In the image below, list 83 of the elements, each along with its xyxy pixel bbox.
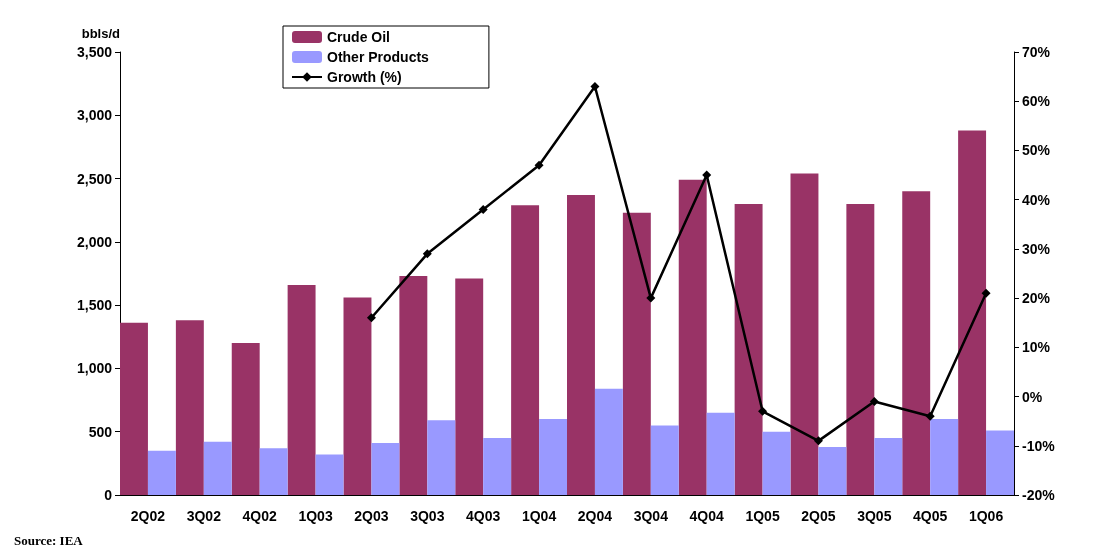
point <box>646 293 656 303</box>
y-tick-label: 3,500 <box>76 44 113 60</box>
bar <box>762 431 791 495</box>
y-tick-label: 1,000 <box>76 360 113 377</box>
bar <box>120 322 148 495</box>
x-tick-label: 1Q04 <box>521 508 557 524</box>
y-tick-label: 2,500 <box>76 170 113 187</box>
bar <box>315 454 344 495</box>
bar <box>818 446 847 495</box>
legend-label: Crude Oil <box>327 29 391 45</box>
y2-tick-label: 60% <box>1022 93 1051 110</box>
bar <box>958 130 987 495</box>
y-tick-label: 3,000 <box>76 107 113 124</box>
x-tick-label: 4Q04 <box>689 508 725 524</box>
y-tick-label: 500 <box>88 423 113 440</box>
x-tick-label: 3Q04 <box>633 508 669 524</box>
source-note: Source: IEA <box>14 533 84 548</box>
point <box>478 205 488 215</box>
x-tick-label: 4Q03 <box>466 508 501 524</box>
x-tick-label: 1Q03 <box>298 508 333 524</box>
y2-tick-label: 70% <box>1022 44 1051 60</box>
point <box>758 406 768 416</box>
bar <box>594 388 623 495</box>
bar <box>706 412 735 495</box>
y-tick-label: 1,500 <box>76 297 113 314</box>
x-tick-label: 2Q05 <box>801 508 836 524</box>
y2-tick-label: -10% <box>1022 437 1056 454</box>
x-tick-label: 4Q02 <box>242 508 278 524</box>
bar <box>567 195 595 495</box>
y-tick-label: 2,000 <box>76 233 113 250</box>
bar <box>930 419 959 495</box>
y2-tick-label: 20% <box>1022 290 1051 307</box>
x-tick-label: 3Q05 <box>857 508 892 524</box>
x-tick-label: 2Q04 <box>577 508 613 524</box>
bar <box>147 450 176 495</box>
point <box>366 313 376 323</box>
bar <box>622 212 651 495</box>
bar <box>790 173 819 495</box>
y-axis-title: bbls/d <box>81 26 121 41</box>
y2-tick-label: 10% <box>1022 339 1051 356</box>
point <box>590 81 600 91</box>
bar <box>539 419 567 495</box>
x-tick-label: 1Q05 <box>745 508 780 524</box>
bar <box>986 430 1014 495</box>
bar <box>343 297 372 495</box>
bar <box>678 179 707 495</box>
legend-label: Growth (%) <box>327 69 402 85</box>
y2-tick-label: 30% <box>1022 240 1051 257</box>
x-tick-label: 4Q05 <box>913 508 948 524</box>
point <box>534 160 544 170</box>
point <box>422 249 432 259</box>
y-tick-label: 0 <box>104 487 113 503</box>
bar <box>399 276 428 495</box>
bar <box>846 203 875 495</box>
bar <box>734 203 763 495</box>
point <box>702 170 712 180</box>
bar <box>874 438 903 495</box>
point <box>981 288 991 298</box>
bar <box>287 284 316 495</box>
x-tick-label: 1Q06 <box>968 508 1004 524</box>
point <box>869 396 879 406</box>
bar <box>231 343 260 495</box>
bar <box>455 278 484 495</box>
x-tick-label: 2Q02 <box>130 508 166 524</box>
y2-tick-label: -20% <box>1022 487 1056 503</box>
bar <box>203 441 232 495</box>
bar <box>902 191 931 495</box>
bar <box>650 425 679 495</box>
point <box>925 411 935 421</box>
y2-tick-label: 40% <box>1022 191 1051 208</box>
bar <box>259 448 288 495</box>
point <box>813 436 823 446</box>
bar <box>427 420 456 495</box>
bar <box>483 438 512 495</box>
bar <box>371 443 400 495</box>
y2-tick-label: 50% <box>1022 142 1051 159</box>
x-tick-label: 3Q02 <box>186 508 222 524</box>
x-tick-label: 2Q03 <box>354 508 389 524</box>
y2-tick-label: 0% <box>1022 388 1043 405</box>
bar <box>511 205 540 495</box>
bar <box>175 320 204 495</box>
legend-label: Other Products <box>327 49 430 65</box>
x-tick-label: 3Q03 <box>410 508 445 524</box>
